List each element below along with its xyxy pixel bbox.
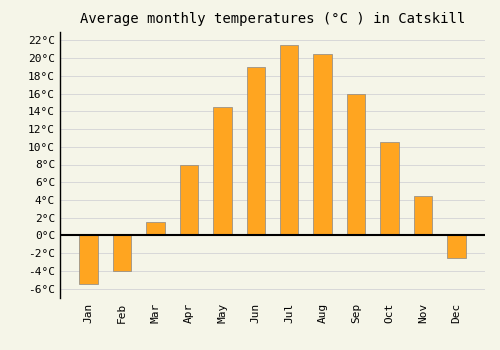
Bar bbox=[448, 236, 466, 258]
Bar bbox=[180, 164, 198, 236]
Bar bbox=[80, 236, 98, 284]
Bar bbox=[246, 67, 265, 236]
Title: Average monthly temperatures (°C ) in Catskill: Average monthly temperatures (°C ) in Ca… bbox=[80, 12, 465, 26]
Bar bbox=[380, 142, 399, 236]
Bar bbox=[347, 93, 366, 236]
Bar bbox=[280, 45, 298, 236]
Bar bbox=[314, 54, 332, 236]
Bar bbox=[113, 236, 131, 271]
Bar bbox=[414, 196, 432, 236]
Bar bbox=[213, 107, 232, 236]
Bar bbox=[146, 222, 165, 236]
